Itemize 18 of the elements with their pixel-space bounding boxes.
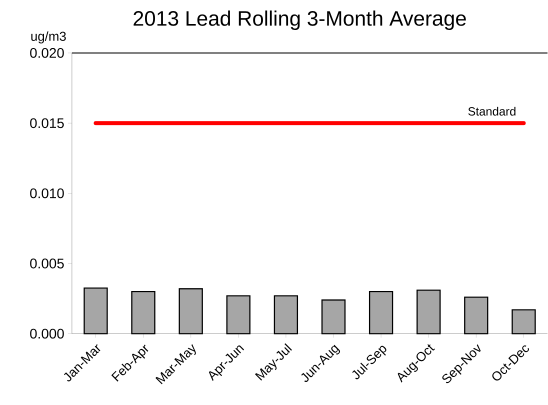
y-tick-label: 0.005 <box>30 258 64 269</box>
bar <box>512 309 536 334</box>
y-tick-label: 0.015 <box>30 118 64 128</box>
bar <box>178 288 203 334</box>
bar <box>321 300 346 334</box>
bar <box>368 291 394 334</box>
bar <box>131 291 156 334</box>
ref-line-label: Standard <box>468 107 516 116</box>
bar <box>416 290 441 334</box>
y-tick-label: 0.020 <box>30 48 64 58</box>
bar <box>84 288 108 334</box>
y-tick-label: 0.000 <box>30 328 64 339</box>
y-axis-title: ug/m3 <box>31 32 66 44</box>
bar <box>464 296 488 334</box>
chart-title: 2013 Lead Rolling 3-Month Average <box>134 10 466 30</box>
y-tick-label: 0.010 <box>30 188 64 198</box>
bar <box>226 295 250 334</box>
bar <box>274 295 298 334</box>
